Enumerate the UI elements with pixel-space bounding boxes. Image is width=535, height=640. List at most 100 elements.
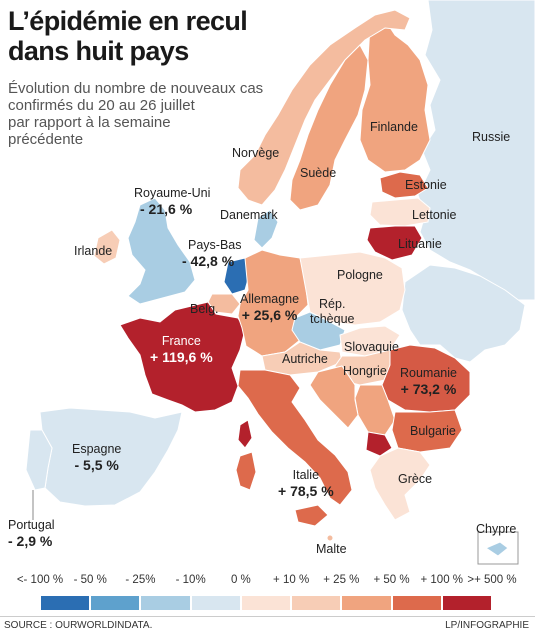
country-croatie — [309, 365, 359, 429]
country-estonie — [379, 171, 429, 199]
legend-labels: <- 100 % - 50 % - 25% - 10% 0 % + 10 % + 25 % +… — [4, 574, 528, 590]
legend-swatch — [41, 596, 90, 610]
label-portugal-value: - 2,9 % — [8, 533, 53, 549]
label-espagne: Espagne - 5,5 % — [72, 442, 121, 473]
legend-label: + 50 % — [373, 574, 410, 586]
country-russie — [417, 0, 535, 301]
title-line-1: L’épidémie en recul — [8, 6, 248, 36]
country-allemagne — [237, 249, 309, 357]
legend-label: >+ 500 % — [467, 574, 517, 586]
label-pays-bas-name: Pays-Bas — [188, 238, 242, 252]
country-danemark — [253, 209, 279, 249]
label-suede: Suède — [300, 166, 337, 180]
country-chypre — [484, 541, 509, 557]
country-corse — [237, 419, 253, 449]
label-portugal-name: Portugal — [8, 518, 55, 532]
country-slovaquie — [339, 325, 401, 357]
label-royaume-uni-value: - 21,6 % — [140, 201, 193, 217]
country-royaume-uni — [127, 197, 196, 305]
label-malte: Malte — [316, 542, 347, 556]
legend-swatch — [342, 596, 391, 610]
label-italie: Italie + 78,5 % — [278, 468, 334, 499]
legend-swatch — [191, 596, 240, 610]
legend-label: <- 100 % — [16, 574, 64, 586]
footer-source: SOURCE : OURWORLDINDATA. — [4, 620, 153, 631]
country-bulgarie — [391, 409, 463, 453]
legend-label: 0 % — [230, 574, 251, 586]
label-roumanie: Roumanie + 73,2 % — [400, 366, 457, 397]
page-title: L’épidémie en recul dans huit pays — [8, 6, 248, 66]
legend-swatch — [442, 596, 491, 610]
legend-swatch — [392, 596, 441, 610]
label-roumanie-value: + 73,2 % — [400, 381, 457, 397]
label-grece: Grèce — [398, 472, 433, 486]
legend-swatch — [241, 596, 291, 610]
label-italie-name: Italie — [292, 468, 320, 482]
label-bulgarie: Bulgarie — [410, 424, 456, 438]
title-line-2: dans huit pays — [8, 36, 189, 66]
legend-swatch — [141, 596, 190, 610]
label-tcheque: Rép. tchèque — [310, 297, 354, 327]
label-pologne: Pologne — [337, 268, 383, 282]
country-italie — [237, 369, 353, 506]
label-royaume-uni: Royaume-Uni - 21,6 % — [134, 186, 210, 217]
label-france: France + 119,6 % — [150, 334, 213, 365]
europe-map — [25, 0, 535, 565]
legend-label: - 10% — [175, 574, 206, 586]
country-lettonie — [369, 197, 431, 227]
label-allemagne: Allemagne + 25,6 % — [240, 292, 299, 323]
country-irlande — [93, 229, 121, 265]
country-tcheque — [291, 311, 346, 351]
country-italie-sardaigne — [235, 451, 257, 491]
label-allemagne-value: + 25,6 % — [241, 307, 298, 323]
country-lituanie — [366, 225, 423, 261]
label-lituanie: Lituanie — [398, 237, 442, 251]
country-grece — [369, 447, 431, 521]
page-subtitle: Évolution du nombre de nouveaux cas conf… — [8, 80, 308, 148]
country-italie-sicile — [294, 504, 329, 527]
label-tcheque-line-2: tchèque — [310, 312, 355, 326]
label-portugal: Portugal - 2,9 % — [8, 518, 55, 549]
label-espagne-name: Espagne — [72, 442, 122, 456]
subtitle-line-2: confirmés du 20 au 26 juillet — [8, 97, 195, 114]
country-norvege — [237, 9, 411, 206]
legend-swatch — [292, 596, 341, 610]
country-kosovo — [365, 431, 393, 457]
label-lettonie: Lettonie — [412, 208, 457, 222]
label-belgique: Belg. — [190, 302, 219, 316]
label-france-name: France — [161, 334, 201, 348]
label-norvege: Norvège — [232, 146, 280, 160]
country-portugal — [25, 429, 53, 491]
country-ukraine — [401, 264, 526, 363]
legend-label: - 50 % — [73, 574, 107, 586]
label-estonie: Estonie — [405, 178, 447, 192]
legend-label: + 25 % — [323, 574, 360, 586]
legend-label: - 25% — [125, 574, 156, 586]
label-roumanie-name: Roumanie — [400, 366, 457, 380]
label-france-value: + 119,6 % — [150, 349, 213, 365]
label-pays-bas: Pays-Bas - 42,8 % — [182, 238, 242, 269]
footer-credit: LP/INFOGRAPHIE — [445, 620, 529, 631]
legend-swatch — [91, 596, 140, 610]
country-suede — [289, 44, 369, 211]
footer-divider — [0, 616, 535, 617]
subtitle-line-3: par rapport à la semaine — [8, 114, 171, 131]
subtitle-line-4: précédente — [8, 131, 84, 148]
country-malte — [326, 534, 334, 542]
legend-label: + 100 % — [420, 574, 464, 586]
country-finlande — [359, 19, 431, 173]
label-allemagne-name: Allemagne — [240, 292, 300, 306]
label-chypre: Chypre — [476, 522, 517, 536]
legend-label: + 10 % — [273, 574, 310, 586]
label-danemark: Danemark — [220, 208, 278, 222]
label-irlande: Irlande — [74, 244, 113, 258]
label-italie-value: + 78,5 % — [278, 483, 334, 499]
label-espagne-value: - 5,5 % — [74, 457, 119, 473]
label-hongrie: Hongrie — [343, 364, 387, 378]
cyprus-inset-frame — [477, 531, 519, 565]
label-russie: Russie — [472, 130, 511, 144]
label-autriche: Autriche — [282, 352, 328, 366]
label-pays-bas-value: - 42,8 % — [182, 253, 235, 269]
label-tcheque-line-1: Rép. — [319, 297, 346, 311]
